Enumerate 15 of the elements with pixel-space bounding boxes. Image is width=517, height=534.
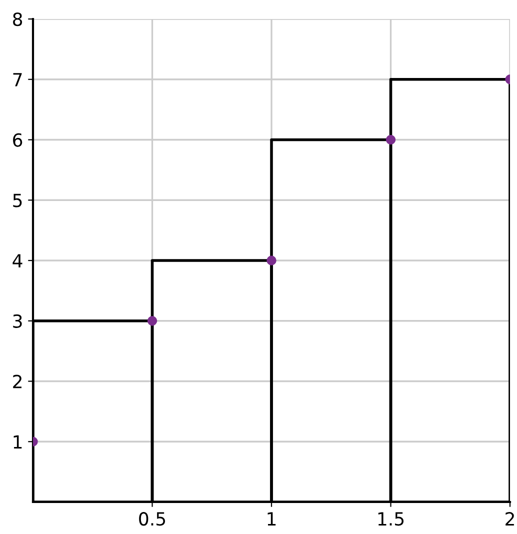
point bbox=[147, 316, 158, 326]
x-tick-label: 0.5 bbox=[139, 512, 166, 526]
x-tick-label: 1.5 bbox=[378, 512, 404, 526]
y-tick-label: 7 bbox=[13, 73, 22, 86]
y-tick-label: 8 bbox=[13, 12, 22, 26]
point bbox=[386, 134, 396, 145]
y-tick-label: 6 bbox=[13, 133, 22, 147]
point bbox=[266, 256, 276, 266]
y-tick-label: 3 bbox=[13, 314, 22, 328]
y-tick-label: 1 bbox=[14, 435, 22, 448]
x-tick-label: 1 bbox=[268, 512, 276, 526]
y-tick-label: 5 bbox=[13, 194, 22, 208]
y-tick-label: 2 bbox=[13, 374, 22, 388]
y-tick-label: 4 bbox=[12, 254, 22, 268]
x-tick-label: 2 bbox=[506, 512, 514, 526]
